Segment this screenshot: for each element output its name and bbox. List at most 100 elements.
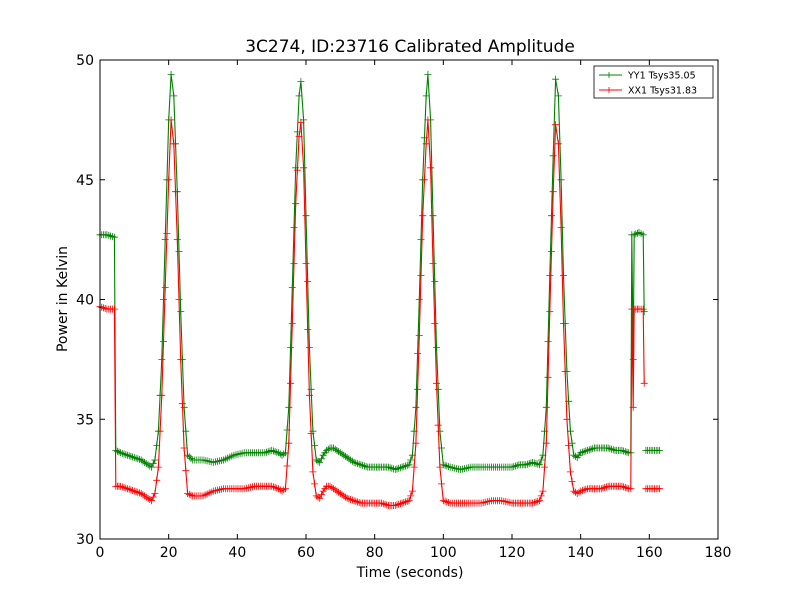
data-point (122, 484, 130, 492)
data-point (117, 449, 125, 457)
data-point (185, 453, 193, 461)
data-point (129, 487, 137, 494)
data-point (178, 400, 186, 408)
data-point (110, 233, 118, 241)
data-point (287, 379, 295, 387)
data-point (182, 467, 190, 475)
data-point (508, 463, 516, 471)
data-point (417, 272, 425, 279)
data-point (302, 212, 310, 220)
data-point (161, 236, 169, 244)
legend-label: XX1 Tsys31.83 (628, 86, 697, 97)
data-point (180, 403, 188, 411)
data-point (160, 337, 167, 345)
data-point (542, 439, 550, 447)
data-point (378, 499, 385, 507)
data-point (355, 460, 363, 468)
data-point (300, 164, 308, 172)
data-point (386, 464, 394, 472)
data-point (589, 445, 597, 453)
data-point (281, 485, 289, 493)
series-2 (96, 116, 664, 509)
data-point (160, 296, 167, 303)
data-point (544, 337, 552, 345)
data-point (132, 488, 140, 496)
data-point (557, 224, 565, 232)
data-point (532, 460, 540, 468)
data-point (621, 484, 629, 491)
data-point (546, 308, 554, 315)
data-point (304, 325, 312, 333)
data-point (537, 456, 545, 464)
data-point (311, 442, 319, 450)
data-point (630, 231, 638, 239)
data-point (639, 231, 647, 239)
data-point (609, 446, 617, 454)
data-point (122, 451, 130, 459)
data-point (290, 260, 298, 268)
data-point (118, 483, 126, 491)
y-axis-label: Power in Kelvin (55, 246, 71, 352)
data-point (561, 367, 569, 375)
data-point (350, 458, 358, 466)
data-point (167, 70, 175, 78)
data-point (539, 487, 547, 495)
data-point (110, 305, 118, 313)
data-point (180, 444, 188, 452)
data-point (582, 447, 590, 455)
data-point (311, 480, 319, 488)
data-point (107, 232, 115, 240)
data-point (362, 463, 370, 471)
x-tick-label: 20 (160, 545, 178, 561)
data-point (271, 448, 279, 456)
data-point (402, 498, 410, 506)
data-point (604, 444, 612, 452)
data-point (577, 487, 585, 495)
data-point (414, 385, 422, 393)
data-point (354, 460, 361, 468)
data-point (393, 501, 401, 509)
data-point (115, 448, 123, 456)
data-point (431, 319, 439, 327)
data-point (384, 463, 392, 471)
data-point (379, 500, 387, 508)
data-point (510, 463, 518, 471)
data-point (627, 485, 635, 493)
data-point (295, 92, 303, 100)
data-point (118, 449, 126, 457)
data-point (546, 272, 554, 279)
data-point (414, 349, 422, 357)
data-point (297, 78, 305, 86)
series-markers-2-1 (96, 116, 648, 509)
data-point (566, 468, 574, 476)
data-point (391, 466, 399, 473)
data-point (412, 439, 420, 447)
data-point (129, 453, 137, 461)
data-point (585, 446, 593, 454)
data-point (154, 463, 162, 471)
data-point (433, 379, 440, 387)
data-point (415, 331, 423, 339)
data-point (439, 497, 447, 505)
data-point (269, 483, 277, 491)
data-point (529, 499, 537, 507)
data-point (587, 445, 595, 453)
data-point (536, 497, 543, 505)
data-point (165, 176, 173, 184)
data-point (324, 445, 332, 453)
data-point (606, 445, 614, 453)
data-point (417, 236, 425, 244)
data-point (359, 461, 367, 469)
data-point (398, 499, 406, 507)
data-point (149, 460, 157, 468)
data-point (434, 385, 442, 393)
data-point (400, 463, 408, 471)
data-point (407, 456, 415, 464)
data-point (136, 455, 143, 463)
data-point (548, 248, 555, 256)
x-tick-label: 160 (636, 545, 663, 561)
tick-layer: 0 20 40 60 80 100 120 140 160 180 30 35 40 45 50 (76, 53, 731, 561)
data-point (187, 491, 195, 499)
